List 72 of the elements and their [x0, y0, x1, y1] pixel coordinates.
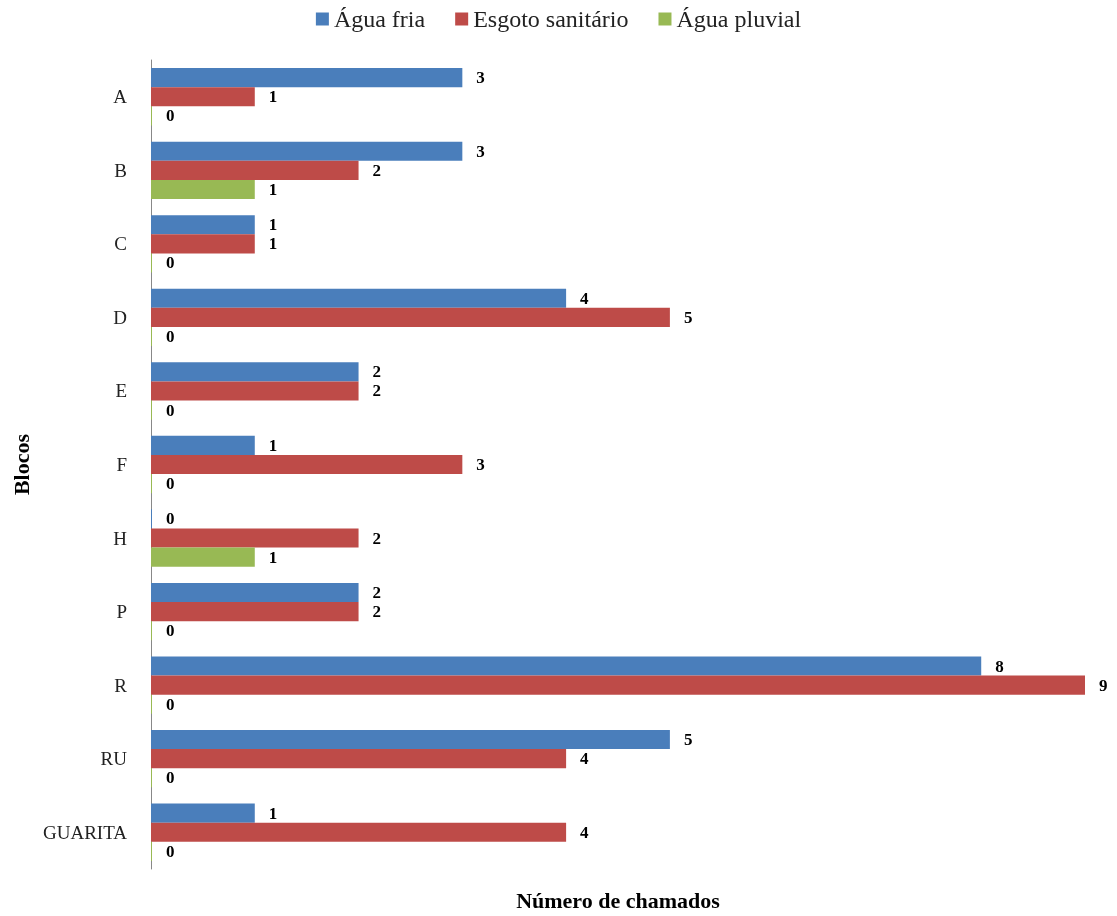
bar	[151, 730, 670, 750]
bar	[151, 749, 567, 769]
data-label: 0	[166, 694, 175, 714]
data-label: 1	[268, 234, 278, 254]
data-label: 1	[268, 803, 278, 823]
y-tick-label: F	[116, 454, 127, 475]
data-label: 0	[166, 768, 175, 788]
data-label: 3	[476, 455, 485, 474]
bar	[151, 288, 567, 308]
bar	[151, 179, 255, 199]
data-label: 3	[476, 141, 485, 161]
bar	[151, 234, 255, 254]
data-label: 1	[268, 179, 278, 199]
bar	[151, 656, 982, 676]
bar	[151, 160, 359, 180]
data-label: 2	[372, 362, 382, 382]
data-label: 3	[476, 68, 485, 88]
bar	[151, 675, 1085, 695]
data-label: 5	[683, 307, 693, 327]
legend-label: Esgoto sanitário	[473, 6, 629, 32]
bar	[151, 381, 359, 401]
y-tick-label: GUARITA	[43, 821, 128, 843]
y-tick-label: A	[113, 86, 128, 108]
data-label: 5	[683, 730, 693, 750]
bar	[151, 454, 463, 475]
bar	[151, 141, 463, 161]
data-label: 2	[372, 381, 382, 401]
bar	[151, 582, 359, 603]
data-label: 0	[166, 841, 175, 861]
bar	[151, 547, 255, 567]
data-label: 0	[166, 400, 175, 420]
y-tick-label: E	[115, 380, 127, 402]
bar	[151, 803, 255, 823]
data-label: 1	[268, 435, 278, 455]
data-label: 2	[372, 582, 382, 602]
y-tick-label: C	[114, 233, 127, 255]
data-label: 1	[268, 87, 278, 107]
y-tick-label: R	[114, 674, 128, 696]
bar	[151, 68, 463, 88]
bar	[151, 602, 359, 622]
data-label: 1	[268, 215, 278, 235]
y-tick-label: B	[114, 159, 127, 181]
y-tick-label: RU	[100, 748, 128, 770]
data-label: 0	[166, 509, 175, 529]
data-label: 0	[166, 253, 175, 273]
legend-label: Água pluvial	[676, 6, 802, 32]
data-label: 9	[1099, 675, 1108, 695]
bar	[151, 528, 359, 548]
data-label: 0	[166, 106, 175, 126]
bar	[151, 307, 670, 327]
y-tick-label: D	[113, 306, 127, 328]
data-label: 0	[166, 474, 175, 494]
data-label: 2	[372, 602, 382, 622]
x-axis-title: Número de chamados	[516, 887, 721, 913]
y-axis-title: Blocos	[8, 433, 34, 496]
legend-label: Água fria	[333, 6, 426, 32]
data-label: 2	[372, 528, 382, 548]
y-tick-label: H	[113, 527, 128, 549]
y-tick-label: P	[116, 601, 127, 623]
bar	[151, 822, 567, 842]
data-label: 4	[580, 749, 590, 769]
data-label: 8	[995, 656, 1004, 676]
data-label: 4	[580, 822, 590, 842]
bar	[151, 435, 255, 455]
data-label: 4	[580, 288, 590, 308]
data-label: 2	[372, 160, 382, 180]
data-label: 0	[166, 327, 175, 347]
bar	[151, 87, 255, 107]
bar	[151, 215, 255, 235]
bar	[151, 362, 359, 382]
data-label: 0	[166, 621, 175, 641]
data-label: 1	[268, 547, 278, 567]
